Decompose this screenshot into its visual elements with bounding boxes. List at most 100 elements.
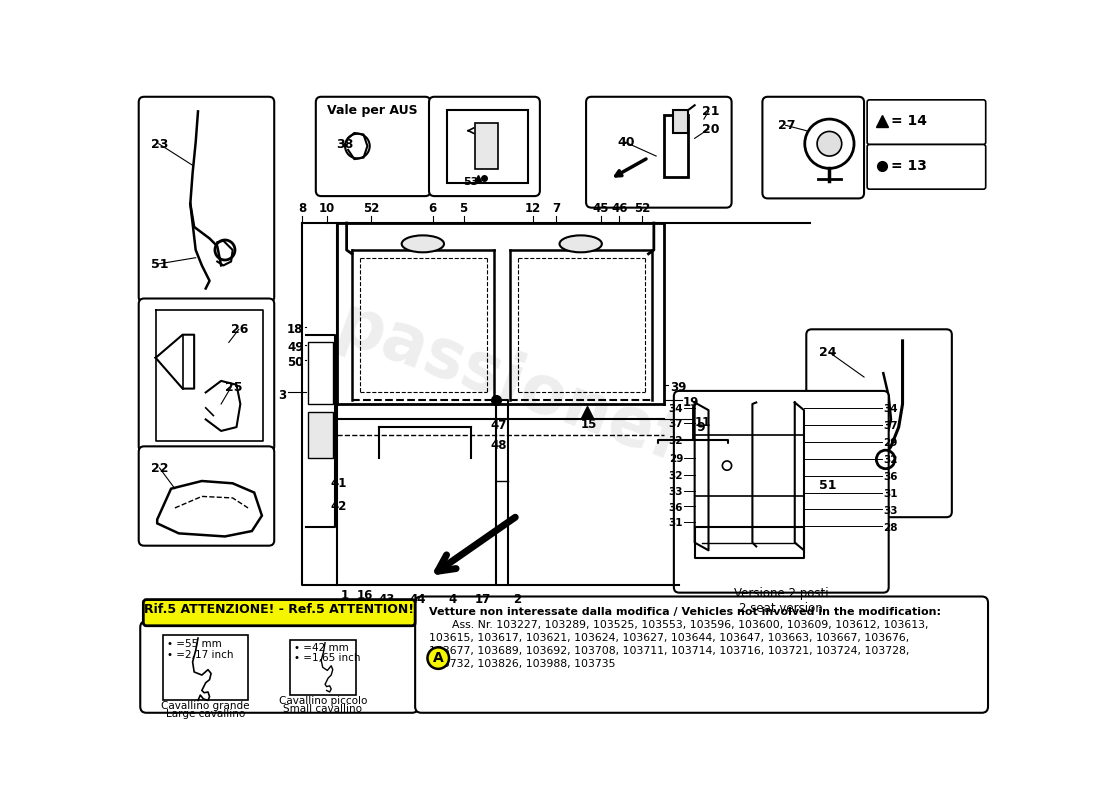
Text: 52: 52 xyxy=(363,202,379,215)
FancyBboxPatch shape xyxy=(415,597,988,713)
Text: 26: 26 xyxy=(231,323,249,336)
Text: 22: 22 xyxy=(151,462,168,474)
Bar xyxy=(308,342,332,404)
Text: 52: 52 xyxy=(634,202,650,215)
FancyBboxPatch shape xyxy=(867,100,986,145)
Text: passionefars: passionefars xyxy=(327,291,801,517)
Text: Rif.5 ATTENZIONE! - Ref.5 ATTENTION!: Rif.5 ATTENZIONE! - Ref.5 ATTENTION! xyxy=(144,603,414,617)
FancyBboxPatch shape xyxy=(139,298,274,452)
Text: Cavallino piccolo: Cavallino piccolo xyxy=(278,696,367,706)
Text: Cavallino grande: Cavallino grande xyxy=(162,702,250,711)
FancyBboxPatch shape xyxy=(141,621,418,713)
Text: 43: 43 xyxy=(378,593,395,606)
Text: 45: 45 xyxy=(593,202,609,215)
Text: 15: 15 xyxy=(580,418,596,431)
Text: 17: 17 xyxy=(475,593,491,606)
Text: 20: 20 xyxy=(703,123,719,136)
Text: 4: 4 xyxy=(448,593,456,606)
FancyBboxPatch shape xyxy=(139,97,274,302)
FancyBboxPatch shape xyxy=(586,97,732,208)
Text: 44: 44 xyxy=(409,593,426,606)
Text: 2: 2 xyxy=(514,593,521,606)
Text: 16: 16 xyxy=(356,589,373,602)
FancyBboxPatch shape xyxy=(143,599,415,626)
Text: 103615, 103617, 103621, 103624, 103627, 103644, 103647, 103663, 103667, 103676,: 103615, 103617, 103621, 103624, 103627, … xyxy=(429,633,910,642)
Text: 21: 21 xyxy=(703,106,719,118)
Text: 33: 33 xyxy=(669,487,683,497)
Text: 27: 27 xyxy=(778,119,795,132)
Circle shape xyxy=(817,131,842,156)
Bar xyxy=(475,123,498,169)
Text: 33: 33 xyxy=(883,506,898,516)
Text: 39: 39 xyxy=(670,381,686,394)
Bar xyxy=(163,635,249,701)
Text: 103677, 103689, 103692, 103708, 103711, 103714, 103716, 103721, 103724, 103728,: 103677, 103689, 103692, 103708, 103711, … xyxy=(429,646,910,656)
Text: 34: 34 xyxy=(669,404,683,414)
Text: 29: 29 xyxy=(669,454,683,464)
Text: Vale per AUS: Vale per AUS xyxy=(328,104,418,117)
Text: 3: 3 xyxy=(278,389,286,402)
Bar xyxy=(290,640,355,695)
Text: 8: 8 xyxy=(298,202,306,215)
FancyBboxPatch shape xyxy=(429,97,540,196)
Text: 49: 49 xyxy=(287,341,304,354)
Text: 32: 32 xyxy=(669,436,683,446)
Text: Small cavallino: Small cavallino xyxy=(283,703,362,714)
Bar xyxy=(673,110,689,133)
Text: 36: 36 xyxy=(883,472,898,482)
Text: 37: 37 xyxy=(669,419,683,430)
Text: Versione 2 posti
2 seat version: Versione 2 posti 2 seat version xyxy=(734,587,828,615)
Bar xyxy=(447,110,528,183)
Text: 31: 31 xyxy=(883,489,898,498)
FancyBboxPatch shape xyxy=(674,391,889,593)
Bar xyxy=(664,115,689,177)
FancyBboxPatch shape xyxy=(867,145,986,189)
Text: 103732, 103826, 103988, 103735: 103732, 103826, 103988, 103735 xyxy=(429,659,616,669)
Text: 53: 53 xyxy=(464,177,478,187)
Text: 19: 19 xyxy=(683,396,700,410)
Text: 29: 29 xyxy=(883,438,898,448)
Text: 10: 10 xyxy=(319,202,334,215)
Text: • =42 mm: • =42 mm xyxy=(295,642,349,653)
Text: A: A xyxy=(433,651,443,665)
Text: 48: 48 xyxy=(491,438,506,452)
Text: 51: 51 xyxy=(820,479,837,493)
Text: = 14: = 14 xyxy=(891,114,927,129)
Text: 31: 31 xyxy=(669,518,683,528)
Text: 6: 6 xyxy=(429,202,437,215)
FancyBboxPatch shape xyxy=(139,446,274,546)
Text: 23: 23 xyxy=(151,138,168,151)
Text: 32: 32 xyxy=(669,471,683,481)
Text: 50: 50 xyxy=(287,356,304,370)
Text: 11: 11 xyxy=(695,415,711,429)
Text: 42: 42 xyxy=(331,500,348,514)
Text: 36: 36 xyxy=(669,502,683,513)
Text: 47: 47 xyxy=(491,419,506,432)
Text: • =2,17 inch: • =2,17 inch xyxy=(167,650,233,660)
Text: • =1,65 inch: • =1,65 inch xyxy=(295,654,361,663)
Ellipse shape xyxy=(402,235,444,252)
Text: 24: 24 xyxy=(820,346,837,359)
Text: 40: 40 xyxy=(618,136,635,149)
Text: 12: 12 xyxy=(525,202,541,215)
Text: 46: 46 xyxy=(610,202,627,215)
Text: 25: 25 xyxy=(224,381,242,394)
Ellipse shape xyxy=(560,235,602,252)
Text: 18: 18 xyxy=(287,323,304,336)
FancyBboxPatch shape xyxy=(762,97,865,198)
Text: 7: 7 xyxy=(552,202,560,215)
Text: 5: 5 xyxy=(460,202,467,215)
Bar xyxy=(308,412,332,458)
Text: 38: 38 xyxy=(337,138,354,151)
Text: 9: 9 xyxy=(696,421,705,434)
Text: 34: 34 xyxy=(883,404,898,414)
Text: Ass. Nr. 103227, 103289, 103525, 103553, 103596, 103600, 103609, 103612, 103613,: Ass. Nr. 103227, 103289, 103525, 103553,… xyxy=(452,619,928,630)
Text: 37: 37 xyxy=(883,421,898,431)
FancyBboxPatch shape xyxy=(806,330,952,517)
FancyBboxPatch shape xyxy=(316,97,430,196)
Text: 32: 32 xyxy=(883,455,898,465)
Circle shape xyxy=(428,647,449,669)
Text: 28: 28 xyxy=(883,522,898,533)
Text: = 13: = 13 xyxy=(891,159,927,173)
Text: 41: 41 xyxy=(331,477,348,490)
